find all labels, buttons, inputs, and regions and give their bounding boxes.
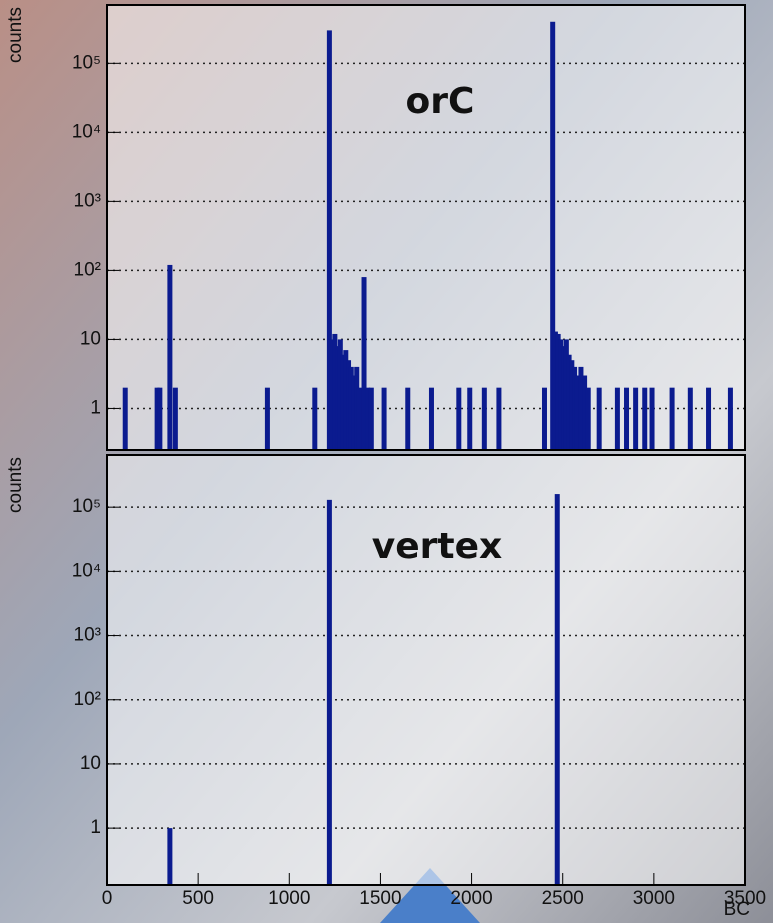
bar [558, 339, 564, 450]
chart-title: orC [406, 81, 475, 122]
bar [563, 339, 569, 450]
bar [326, 499, 332, 885]
y-axis-label: counts [5, 457, 26, 513]
bar [649, 387, 655, 450]
x-tick-label: 3500 [724, 888, 766, 909]
bar [569, 360, 575, 450]
plot-area [107, 455, 745, 885]
bar [496, 387, 502, 450]
bar [428, 387, 434, 450]
y-tick-label: 10³ [74, 190, 101, 211]
bar [574, 375, 580, 450]
chart-title: vertex [372, 526, 502, 567]
bar [578, 366, 584, 450]
bar [624, 387, 630, 450]
bar [550, 21, 556, 450]
bar [264, 387, 270, 450]
bar [356, 387, 362, 450]
bar [343, 350, 349, 450]
x-tick-label: 1000 [268, 888, 310, 909]
y-tick-label: 10 [80, 753, 101, 774]
x-tick-label: 500 [182, 888, 214, 909]
bar [642, 387, 648, 450]
bar [585, 387, 591, 450]
bar [687, 387, 693, 450]
bar [614, 387, 620, 450]
bar [405, 387, 411, 450]
bar [365, 387, 371, 450]
x-tick-label: 3000 [633, 888, 675, 909]
y-axis-label: counts [5, 7, 26, 63]
plot-frame [106, 454, 746, 886]
bar [456, 387, 462, 450]
bar [555, 333, 561, 450]
bar [582, 375, 588, 450]
x-tick-label: 1500 [359, 888, 401, 909]
bar [572, 366, 578, 450]
bar [669, 387, 675, 450]
bar [368, 387, 374, 450]
y-tick-label: 10 [80, 328, 101, 349]
bar [348, 366, 354, 450]
bar [354, 366, 360, 450]
bar [167, 264, 173, 450]
y-tick-label: 10² [74, 259, 101, 280]
bar [351, 375, 357, 450]
bar [541, 387, 547, 450]
bar [566, 354, 572, 450]
bar [335, 346, 341, 450]
y-tick-label: 10² [74, 689, 101, 710]
bar [172, 387, 178, 450]
y-tick-label: 10³ [74, 625, 101, 646]
bar [381, 387, 387, 450]
bar [481, 387, 487, 450]
y-tick-label: 1 [90, 817, 101, 838]
y-tick-label: 10⁵ [72, 496, 101, 517]
plot-frame [106, 4, 746, 451]
bar [467, 387, 473, 450]
bar [633, 387, 639, 450]
bar [727, 387, 733, 450]
y-tick-label: 10⁴ [72, 560, 101, 581]
bar [596, 387, 602, 450]
arrow [380, 868, 480, 923]
x-tick-label: 2000 [450, 888, 492, 909]
x-tick-label: 0 [102, 888, 113, 909]
bar [329, 339, 335, 450]
bar [154, 387, 160, 450]
y-tick-label: 10⁴ [72, 121, 101, 142]
bar [340, 354, 346, 450]
bar [706, 387, 712, 450]
bar [554, 494, 560, 885]
x-tick-label: 2500 [542, 888, 584, 909]
y-tick-label: 1 [90, 397, 101, 418]
plot-area [107, 5, 745, 450]
bar [361, 277, 367, 450]
bar [122, 387, 128, 450]
bar [552, 331, 558, 450]
bar [561, 346, 567, 450]
bar [326, 30, 332, 450]
bar [157, 387, 163, 450]
bar [337, 339, 343, 450]
x-axis-label: BC [724, 899, 750, 920]
bar [346, 360, 352, 450]
bar [167, 828, 173, 885]
y-tick-label: 10⁵ [72, 52, 101, 73]
bar [332, 333, 338, 450]
bar [312, 387, 318, 450]
